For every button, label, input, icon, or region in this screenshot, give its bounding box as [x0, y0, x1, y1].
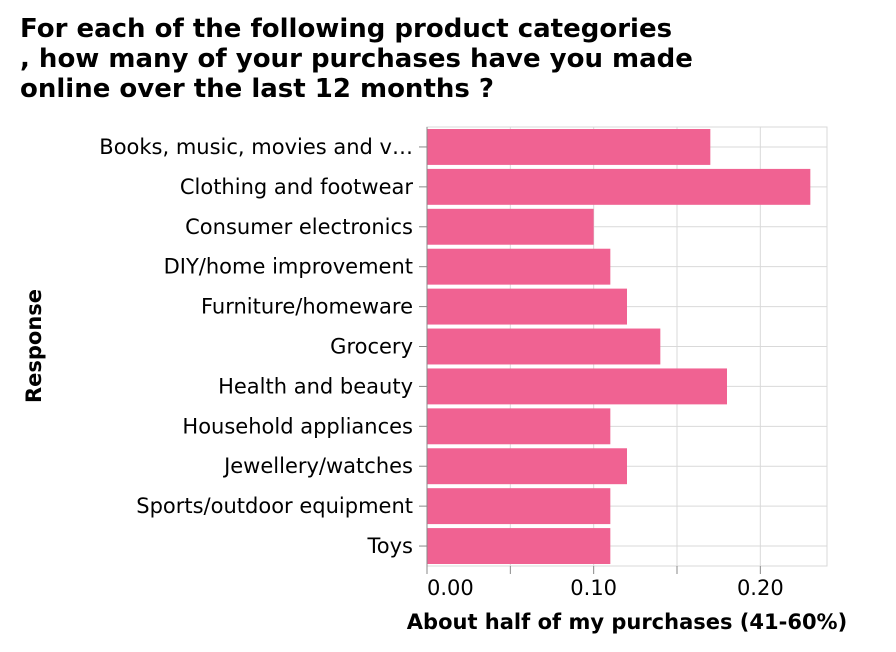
- y-tick-label: Health and beauty: [218, 374, 413, 398]
- y-tick-label: Sports/outdoor equipment: [136, 494, 413, 518]
- y-axis-title: Response: [22, 289, 46, 403]
- y-tick-label: Jewellery/watches: [222, 454, 413, 478]
- bar: [427, 128, 711, 165]
- bar: [427, 408, 611, 445]
- x-tick-label: 0.20: [737, 576, 784, 600]
- bar: [427, 448, 627, 485]
- chart-title: For each of the following product catego…: [20, 14, 780, 104]
- bar: [427, 528, 611, 565]
- bar: [427, 328, 661, 365]
- y-tick-label: Books, music, movies and v…: [99, 135, 413, 159]
- chart-title-line-2: , how many of your purchases have you ma…: [20, 44, 693, 74]
- x-tick-label: 0.00: [427, 576, 474, 600]
- y-tick-label: Clothing and footwear: [180, 175, 414, 199]
- y-tick-label: Furniture/homeware: [201, 295, 413, 319]
- x-axis-title: About half of my purchases (41-60%): [407, 610, 847, 634]
- bar: [427, 168, 811, 205]
- y-tick-label: Toys: [367, 534, 413, 558]
- bars: [427, 128, 811, 565]
- bar: [427, 248, 611, 285]
- y-tick-label: Household appliances: [182, 414, 413, 438]
- bar: [427, 488, 611, 525]
- y-tick-label: Grocery: [330, 335, 413, 359]
- y-tick-label: Consumer electronics: [185, 215, 413, 239]
- chart-title-line-3: online over the last 12 months ?: [20, 74, 494, 104]
- bar: [427, 208, 594, 245]
- bar: [427, 288, 627, 325]
- x-tick-label: 0.10: [570, 576, 617, 600]
- axes: Books, music, movies and v… Clothing and …: [99, 127, 784, 600]
- y-tick-label: DIY/home improvement: [164, 255, 413, 279]
- bar: [427, 368, 727, 405]
- chart-title-line-1: For each of the following product catego…: [20, 14, 673, 44]
